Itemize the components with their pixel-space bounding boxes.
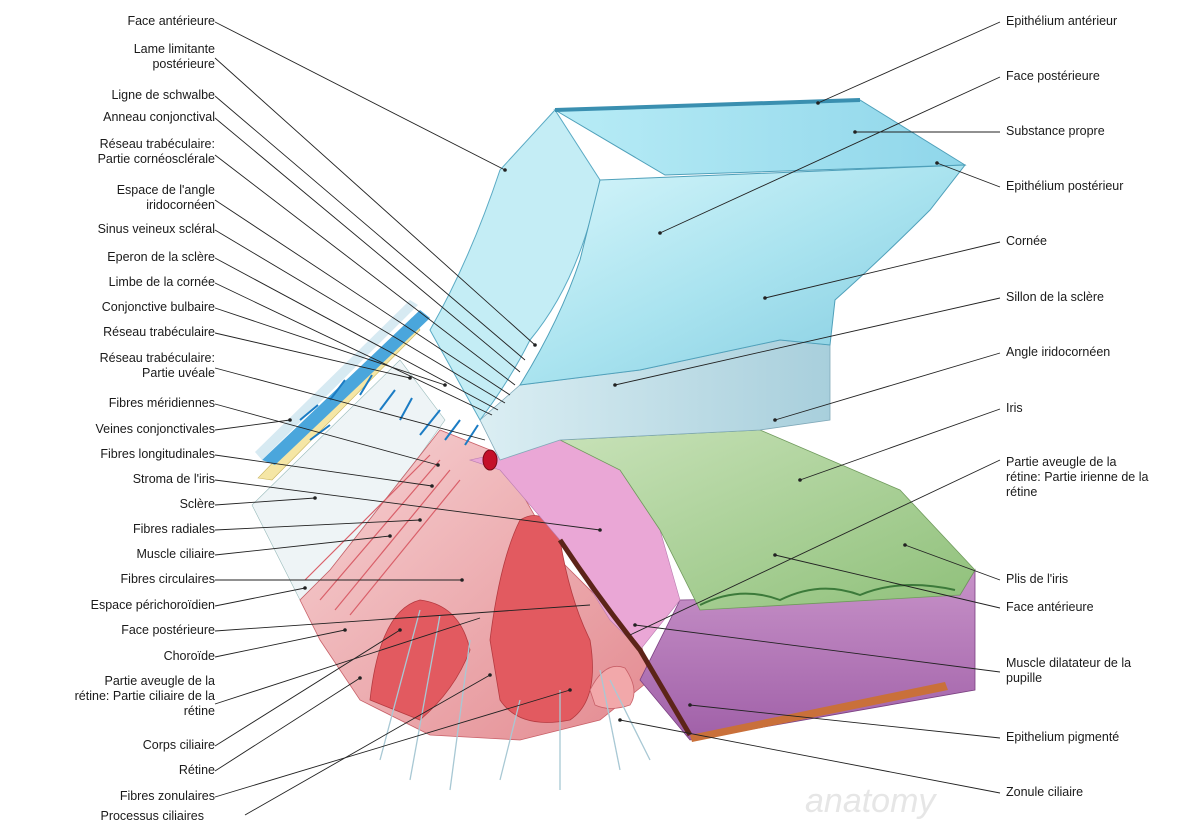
label-reseau-corneoscleral: Réseau trabéculaire: Partie cornéoscléral… [97, 137, 215, 166]
pigment-epithelium [557, 538, 693, 737]
label-espace-perichoroidien: Espace périchoroïdien [90, 598, 215, 612]
label-sillon-sclere: Sillon de la sclère [1006, 290, 1104, 304]
label-epithelium-posterieur: Epithélium postérieur [1006, 179, 1124, 193]
zonule-fibers [379, 609, 651, 791]
conjunctiva-vein-band [262, 310, 430, 465]
label-processus-ciliaires: Processus ciliaires [100, 809, 204, 823]
label-iris: Iris [1006, 401, 1023, 415]
label-reseau-trabeculaire: Réseau trabéculaire [103, 325, 215, 339]
cornea-left-face [429, 109, 601, 421]
label-eperon-sclere: Eperon de la sclère [107, 250, 215, 264]
label-veines-conjonctivales: Veines conjonctivales [95, 422, 215, 436]
label-face-anterieure-left: Face antérieure [127, 14, 215, 28]
leader-lines-right [614, 21, 1001, 794]
label-fibres-circulaires: Fibres circulaires [120, 572, 215, 586]
cornea-epithelium-edge [554, 98, 861, 112]
label-face-posterieure-left: Face postérieure [121, 623, 215, 637]
label-fibres-longitudinales: Fibres longitudinales [100, 447, 215, 461]
label-espace-angle: Espace de l'angle iridocornéen [116, 183, 215, 212]
conjunctival-veins [299, 374, 479, 446]
label-corps-ciliaire: Corps ciliaire [142, 738, 215, 752]
label-sclere: Sclère [179, 497, 215, 511]
leader-lines-left [214, 21, 601, 816]
label-limbe-cornee: Limbe de la cornée [108, 275, 215, 289]
label-reseau-uveale: Réseau trabéculaire: Partie uvéale [99, 351, 215, 380]
label-face-anterieure-right: Face antérieure [1006, 600, 1094, 614]
label-angle-iridocorneen: Angle iridocornéen [1006, 345, 1111, 359]
label-muscle-dilatateur: Muscle dilatateur de la pupille [1006, 656, 1132, 685]
iris-green-top [558, 429, 976, 611]
leader-dots [288, 101, 939, 722]
label-epithelium-anterieur: Epithélium antérieur [1006, 14, 1118, 28]
cornea-top-face [553, 99, 967, 176]
label-partie-irienne-retine: Partie aveugle de la rétine: Partie irien… [1006, 455, 1149, 499]
ciliary-process-2 [489, 515, 593, 723]
label-lame-limitante: Lame limitante postérieure [133, 42, 215, 71]
label-conjonctive-bulbaire: Conjonctive bulbaire [101, 300, 215, 314]
schlemm-canal [482, 449, 498, 471]
label-cornee: Cornée [1006, 234, 1047, 248]
watermark-text: anatomy [805, 782, 937, 820]
label-face-posterieure-right: Face postérieure [1006, 69, 1100, 83]
label-partie-ciliaire-retine: Partie aveugle de la rétine: Partie cilia… [74, 674, 215, 718]
label-retine: Rétine [178, 763, 215, 777]
ciliary-process-1 [369, 599, 471, 721]
conjunctiva-outer [255, 300, 418, 460]
label-plis-iris: Plis de l'iris [1006, 572, 1069, 586]
label-fibres-radiales: Fibres radiales [133, 522, 215, 536]
iris-pigment-edge [690, 682, 948, 742]
label-fibres-meridiennes: Fibres méridiennes [108, 396, 215, 410]
label-muscle-ciliaire: Muscle ciliaire [136, 547, 216, 561]
label-stroma-iris: Stroma de l'iris [132, 472, 215, 486]
label-fibres-zonulaires: Fibres zonulaires [119, 789, 215, 803]
label-anneau-conjonctival: Anneau conjonctival [103, 110, 215, 124]
muscle-fibers [304, 454, 461, 616]
label-sinus-veineux: Sinus veineux scléral [97, 222, 215, 236]
label-ligne-schwalbe: Ligne de schwalbe [111, 88, 215, 102]
label-epithelium-pigmente: Epithelium pigmenté [1006, 730, 1120, 744]
label-choroide: Choroïde [163, 649, 215, 663]
label-zonule-ciliaire: Zonule ciliaire [1006, 785, 1084, 799]
label-substance-propre: Substance propre [1006, 124, 1105, 138]
